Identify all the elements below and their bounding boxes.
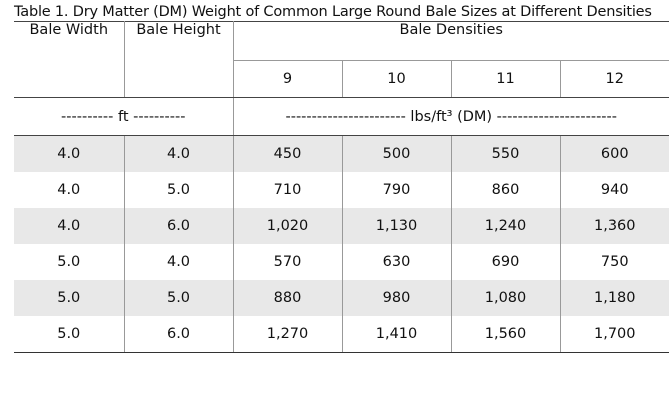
cell-height: 5.0: [124, 280, 234, 316]
header-density-9: 9: [233, 60, 343, 98]
header-bale-densities: Bale Densities: [233, 21, 670, 61]
cell-height: 6.0: [124, 316, 234, 353]
cell-width: 4.0: [14, 135, 125, 172]
cell-value: 600: [560, 135, 670, 172]
header-bale-height: Bale Height: [124, 21, 234, 98]
cell-height: 4.0: [124, 244, 234, 280]
cell-width: 4.0: [14, 172, 125, 208]
units-dimensions: ---------- ft ----------: [14, 97, 234, 136]
header-density-11: 11: [451, 60, 561, 98]
table-row: 5.0 5.0 880 980 1,080 1,180: [14, 280, 670, 316]
cell-value: 1,080: [451, 280, 561, 316]
bale-weight-table: Bale Width Bale Height Bale Densities 9 …: [14, 21, 670, 353]
cell-value: 1,240: [451, 208, 561, 244]
cell-value: 570: [233, 244, 343, 280]
cell-width: 5.0: [14, 244, 125, 280]
cell-value: 550: [451, 135, 561, 172]
cell-value: 750: [600, 254, 629, 270]
table-row: 5.0 4.0 570 630 690 750: [14, 244, 669, 280]
units-weight: ----------------------- lbs/ft³ (DM) ---…: [233, 97, 670, 136]
cell-value: 1,700: [560, 316, 670, 353]
table-row: 5.0 6.0 1,270 1,410 1,560 1,700: [14, 316, 670, 353]
cell-value: 1,130: [342, 208, 452, 244]
table-row: 4.0 4.0 450 500 550 600: [14, 135, 670, 172]
header-bale-width: Bale Width: [14, 21, 125, 98]
cell-value: 1,020: [233, 208, 343, 244]
cell-height: 5.0: [124, 172, 234, 208]
cell-value: 690: [451, 244, 561, 280]
cell-height: 4.0: [124, 135, 234, 172]
cell-value: 1,360: [560, 208, 670, 244]
table-caption: Table 1. Dry Matter (DM) Weight of Commo…: [14, 4, 652, 20]
cell-value: 1,410: [342, 316, 452, 353]
cell-value: 940: [600, 182, 629, 198]
cell-value: 980: [342, 280, 452, 316]
cell-value: 710: [233, 172, 343, 208]
cell-value: 1,560: [451, 316, 561, 353]
cell-height: 6.0: [124, 208, 234, 244]
table-row: 4.0 5.0 710 790 860 940: [14, 172, 669, 208]
header-density-12: 12: [560, 60, 670, 98]
header-density-10: 10: [342, 60, 452, 98]
cell-value: 860: [451, 172, 561, 208]
cell-value: 790: [342, 172, 452, 208]
cell-width: 5.0: [14, 316, 125, 353]
table-row: 4.0 6.0 1,020 1,130 1,240 1,360: [14, 208, 670, 244]
cell-value: 1,180: [560, 280, 670, 316]
cell-width: 4.0: [14, 208, 125, 244]
cell-value: 880: [233, 280, 343, 316]
cell-value: 630: [342, 244, 452, 280]
cell-value: 1,270: [233, 316, 343, 353]
cell-value: 500: [342, 135, 452, 172]
cell-width: 5.0: [14, 280, 125, 316]
cell-value: 450: [233, 135, 343, 172]
